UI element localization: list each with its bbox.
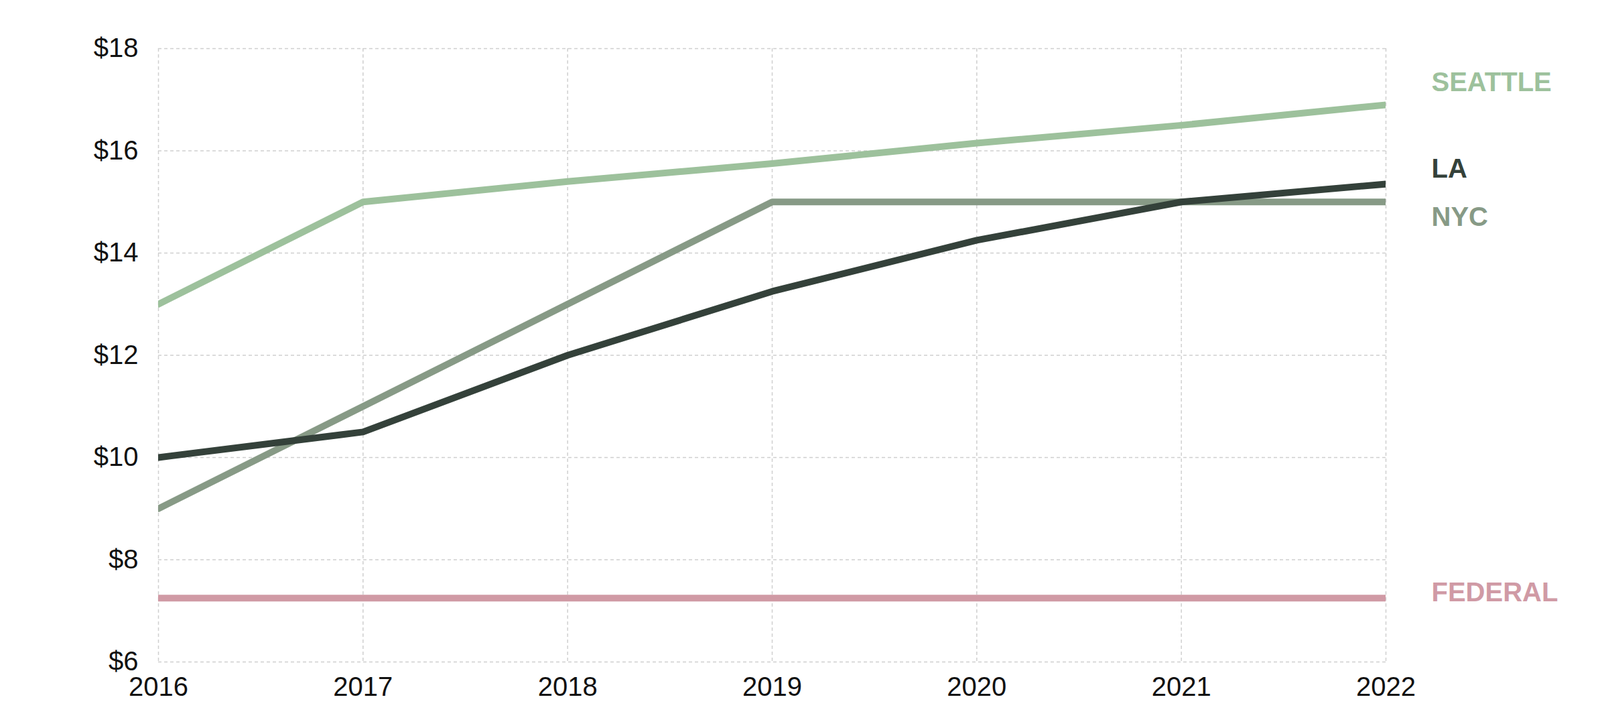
svg-text:FEDERAL: FEDERAL: [1431, 576, 1559, 607]
svg-text:2021: 2021: [1151, 671, 1212, 701]
svg-text:SEATTLE: SEATTLE: [1431, 67, 1552, 97]
svg-text:2016: 2016: [128, 671, 189, 701]
svg-text:$12: $12: [93, 339, 139, 370]
svg-text:$6: $6: [108, 646, 139, 676]
svg-text:$16: $16: [93, 135, 139, 165]
svg-text:$10: $10: [93, 441, 139, 472]
svg-text:$18: $18: [93, 32, 139, 63]
svg-text:2018: 2018: [538, 671, 598, 701]
svg-text:$14: $14: [93, 237, 139, 267]
svg-text:2020: 2020: [946, 671, 1007, 701]
svg-text:$8: $8: [108, 544, 139, 574]
svg-text:2022: 2022: [1356, 671, 1416, 701]
svg-text:LA: LA: [1431, 153, 1468, 183]
svg-text:NYC: NYC: [1431, 201, 1489, 232]
svg-text:2019: 2019: [742, 671, 803, 701]
svg-text:2017: 2017: [332, 671, 393, 701]
